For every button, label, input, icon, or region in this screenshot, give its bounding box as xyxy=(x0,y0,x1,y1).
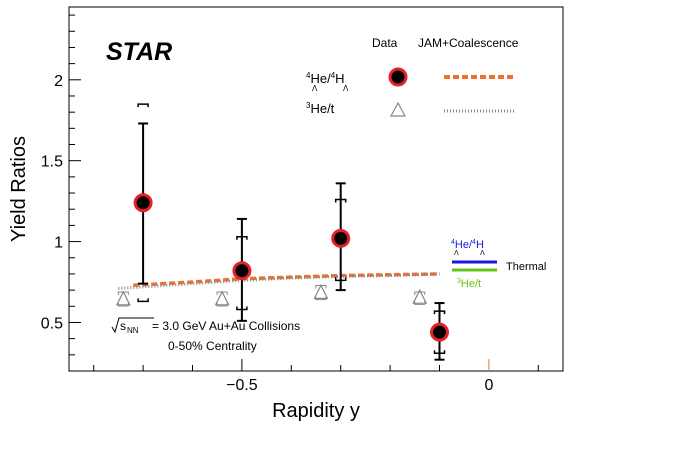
circle-point-0 xyxy=(133,193,153,213)
thermal-lambda-2: Λ xyxy=(480,250,485,257)
annotation-energy: = 3.0 GeV Au+Au Collisions xyxy=(152,319,300,333)
legend-header-data: Data xyxy=(372,36,398,50)
thermal-label: Thermal xyxy=(506,261,546,273)
model-curve-0 xyxy=(133,272,440,288)
thermal-lambda-1: Λ xyxy=(454,250,459,257)
x-axis-label: Rapidity y xyxy=(272,400,360,422)
legend-marker-triangle xyxy=(389,101,407,117)
y-tick-label-1: 1 xyxy=(54,235,63,252)
axis-ticks: 0.5 1 1.5 2 −0.5 0 xyxy=(41,14,539,394)
y-tick-label-2: 1.5 xyxy=(41,154,63,171)
thermal-label-3he: 3He/t xyxy=(457,278,481,290)
sqrt-sign xyxy=(111,317,154,334)
legend-marker-circle xyxy=(388,67,408,87)
triangle-point-1 xyxy=(214,290,230,306)
circle-point-1 xyxy=(232,261,252,281)
legend-entry-3he: 3He/t xyxy=(306,101,515,117)
plot-frame xyxy=(68,6,564,372)
circle-sys-bracket-0 xyxy=(137,103,149,303)
circle-sys-bracket-2 xyxy=(334,198,347,282)
legend-lambda-1: Λ xyxy=(312,84,318,93)
x-tick-label-0: −0.5 xyxy=(226,377,258,394)
triangle-point-3 xyxy=(412,288,428,304)
sqrt-s-subscript: NN xyxy=(127,326,139,335)
circle-sys-bracket-1 xyxy=(236,235,248,311)
annotation-centrality: 0-50% Centrality xyxy=(168,339,257,353)
circle-point-2 xyxy=(331,228,351,248)
legend-lambda-2: Λ xyxy=(343,84,349,93)
circle-point-3 xyxy=(430,322,449,342)
collision-annotation: s NN = 3.0 GeV Au+Au Collisions 0-50% Ce… xyxy=(111,317,300,353)
triangle-point-2 xyxy=(313,284,329,299)
y-tick-label-3: 2 xyxy=(54,73,63,90)
legend-label-4he: 4He/4H xyxy=(306,71,345,86)
chart-title: STAR xyxy=(106,38,172,66)
y-axis-label: Yield Ratios xyxy=(8,136,30,242)
legend-header-model: JAM+Coalescence xyxy=(418,36,519,50)
y-tick-label-0: 0.5 xyxy=(41,315,63,332)
sqrt-s-label: s xyxy=(120,319,126,333)
model-curves xyxy=(118,272,440,290)
x-tick-label-1: 0 xyxy=(484,377,493,394)
triangle-point-0 xyxy=(115,290,131,306)
legend-entry-4he: 4He/4H Λ Λ xyxy=(306,67,515,93)
thermal-legend: 4He/4H Λ Λ Thermal 3He/t xyxy=(451,239,546,290)
thermal-label-4he: 4He/4H xyxy=(451,239,484,251)
data-points xyxy=(115,103,449,361)
legend-label-3he: 3He/t xyxy=(306,101,335,116)
circle-sys-bracket-3 xyxy=(433,310,446,354)
